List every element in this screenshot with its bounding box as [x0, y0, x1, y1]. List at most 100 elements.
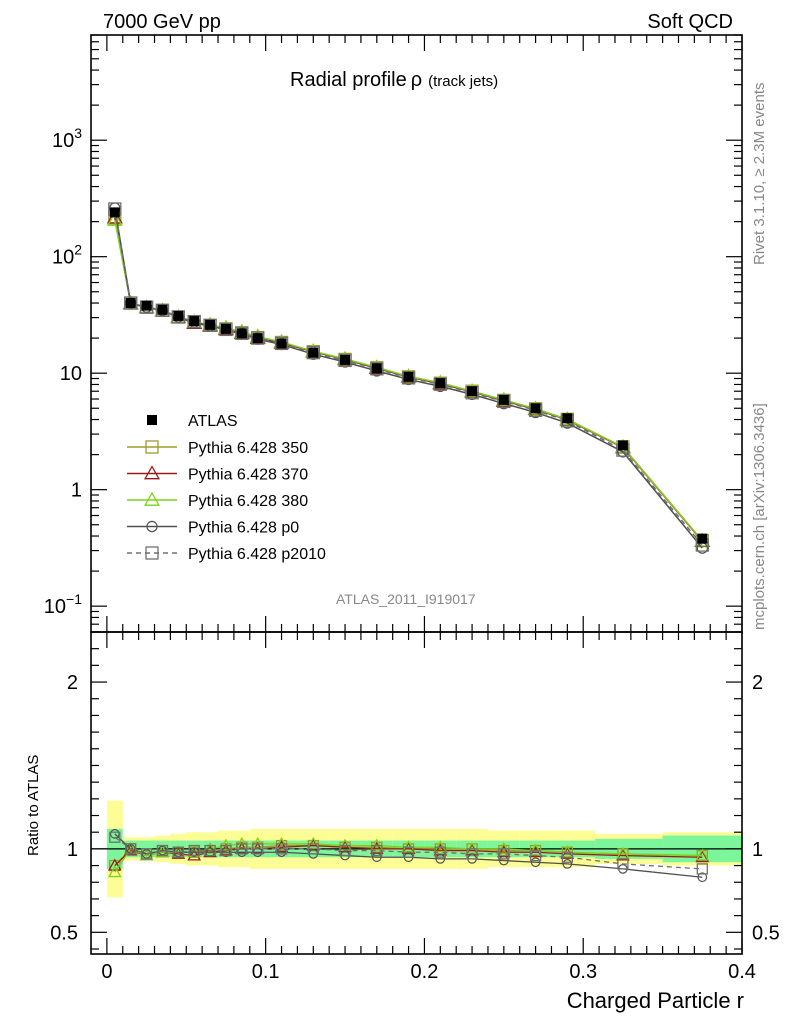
atlas-data-point: [371, 363, 382, 374]
ratio-point-pythia-6-428-380: [496, 841, 511, 854]
atlas-data-point: [562, 413, 573, 424]
legend-label-pythia-6-428-p2010: Pythia 6.428 p2010: [188, 546, 326, 563]
ratio-point-pythia-6-428-p2010: [529, 849, 542, 862]
x-tick-label: 0.1: [252, 961, 280, 983]
chart-title-suffix: (track jets): [428, 73, 498, 90]
y-tick-label: 10: [60, 363, 82, 385]
ratio-point-pythia-6-428-p0: [189, 847, 200, 858]
legend-label-pythia-6-428-370: Pythia 6.428 370: [188, 467, 308, 484]
legend-label-atlas: ATLAS: [188, 413, 238, 430]
atlas-data-point: [435, 378, 446, 389]
main-point-pythia-6-428-p0: [124, 297, 137, 309]
ratio-point-pythia-6-428-p2010: [617, 858, 629, 870]
legend-marker-pythia-6-428-p0: [146, 520, 158, 533]
ratio-point-pythia-6-428-370: [560, 846, 575, 859]
main-point-pythia-6-428-380: [106, 211, 123, 226]
x-tick-label: 0.4: [728, 961, 756, 983]
y-tick-base: 10: [52, 130, 74, 152]
ratio-point-pythia-6-428-p2010: [307, 843, 319, 855]
legend-marker-pythia-6-428-380: [143, 491, 161, 506]
ratio-point-pythia-6-428-380: [695, 848, 710, 861]
ratio-point-pythia-6-428-380: [560, 845, 575, 858]
legend: ATLAS Pythia 6.428 350 Pythia 6.428 370 Pyt…: [127, 413, 326, 563]
atlas-data-point: [340, 354, 351, 365]
ratio-point-pythia-6-428-p2010: [220, 844, 232, 857]
ratio-point-pythia-6-428-p0: [371, 852, 382, 863]
atlas-data-point: [125, 298, 136, 309]
ratio-point-pythia-6-428-380: [465, 841, 479, 854]
ratio-point-pythia-6-428-p2010: [204, 844, 216, 857]
main-point-pythia-6-428-p2010: [251, 331, 265, 345]
ratio-tick-label-right: 0.5: [752, 922, 780, 944]
ratio-point-pythia-6-428-p0: [236, 847, 247, 858]
main-line-pythia-6-428-p2010: [114, 208, 703, 546]
ratio-point-pythia-6-428-p0: [435, 854, 446, 864]
atlas-data-point: [467, 386, 478, 397]
ratio-y-axis-label: Ratio to ATLAS: [25, 755, 42, 856]
atlas-data-point: [220, 323, 231, 334]
ratio-point-pythia-6-428-p2010: [125, 843, 137, 855]
ratio-point-pythia-6-428-380: [369, 838, 384, 851]
y-tick-label: 103: [52, 125, 82, 152]
ratio-point-pythia-6-428-p2010: [188, 844, 200, 857]
ratio-point-pythia-6-428-p2010: [466, 848, 478, 860]
ratio-point-pythia-6-428-p2010: [156, 844, 169, 857]
atlas-data-point: [205, 319, 216, 330]
y-tick-exponent: 2: [74, 242, 82, 258]
x-tick-label: 0.2: [411, 961, 439, 983]
atlas-data-point: [252, 333, 263, 344]
atlas-data-point: [617, 440, 628, 451]
atlas-data-point: [157, 304, 168, 315]
main-point-pythia-6-428-p2010: [274, 336, 289, 351]
energy-label: 7000 GeV pp: [103, 11, 221, 33]
ratio-point-pythia-6-428-p2010: [402, 846, 415, 858]
ratio-point-pythia-6-428-p2010: [498, 848, 510, 860]
ratio-point-pythia-6-428-p2010: [696, 863, 708, 875]
ratio-series-group: [107, 829, 710, 883]
ratio-point-pythia-6-428-p0: [141, 849, 152, 859]
main-point-pythia-6-428-p2010: [306, 346, 320, 360]
ratio-point-pythia-6-428-380: [139, 848, 154, 861]
ratio-point-pythia-6-428-380: [528, 843, 543, 856]
chart-title: Radial profile ρ (track jets): [290, 69, 498, 91]
chart-title-main: Radial profile: [290, 69, 407, 91]
main-point-pythia-6-428-p2010: [203, 318, 217, 332]
y-tick-base: 10: [60, 363, 82, 385]
legend-label-pythia-6-428-p0: Pythia 6.428 p0: [188, 520, 299, 537]
ratio-point-pythia-6-428-p2010: [339, 844, 351, 857]
y-tick-exponent: 3: [74, 125, 82, 141]
chart-title-symbol: ρ: [411, 69, 422, 91]
ratio-point-pythia-6-428-p0: [221, 847, 231, 858]
atlas-data-point: [141, 300, 152, 311]
main-point-pythia-6-428-p2010: [124, 296, 138, 310]
rivet-label: Rivet 3.1.10, ≥ 2.3M events: [751, 83, 768, 266]
y-tick-base: 10: [44, 596, 66, 618]
y-tick-label: 102: [52, 242, 82, 269]
ratio-point-pythia-6-428-p2010: [561, 851, 573, 863]
main-point-pythia-6-428-p2010: [155, 303, 170, 317]
ratio-tick-label-right: 2: [752, 672, 763, 694]
analysis-watermark: ATLAS_2011_I919017: [336, 591, 476, 607]
ratio-point-pythia-6-428-380: [616, 846, 630, 859]
ratio-point-pythia-6-428-p0: [252, 847, 263, 858]
legend-marker-atlas: [147, 415, 157, 425]
ratio-point-pythia-6-428-p2010: [109, 831, 121, 843]
legend-marker-pythia-6-428-350: [145, 440, 159, 454]
main-point-pythia-6-428-p2010: [187, 314, 201, 329]
y-tick-base: 1: [71, 480, 82, 502]
ratio-tick-label-right: 1: [752, 839, 763, 861]
ratio-point-pythia-6-428-380: [219, 838, 233, 851]
legend-marker-pythia-6-428-370: [143, 465, 161, 480]
legend-label-pythia-6-428-380: Pythia 6.428 380: [188, 493, 308, 510]
atlas-data-point: [308, 347, 319, 358]
ratio-point-pythia-6-428-380: [401, 840, 416, 853]
ratio-point-pythia-6-428-p2010: [236, 843, 248, 855]
y-tick-base: 10: [52, 247, 74, 269]
ratio-point-pythia-6-428-p2010: [252, 843, 264, 855]
atlas-data-point: [530, 403, 541, 414]
ratio-tick-label-left: 2: [67, 672, 78, 694]
x-tick-label: 0: [101, 961, 112, 983]
ratio-point-pythia-6-428-p0: [125, 844, 136, 854]
